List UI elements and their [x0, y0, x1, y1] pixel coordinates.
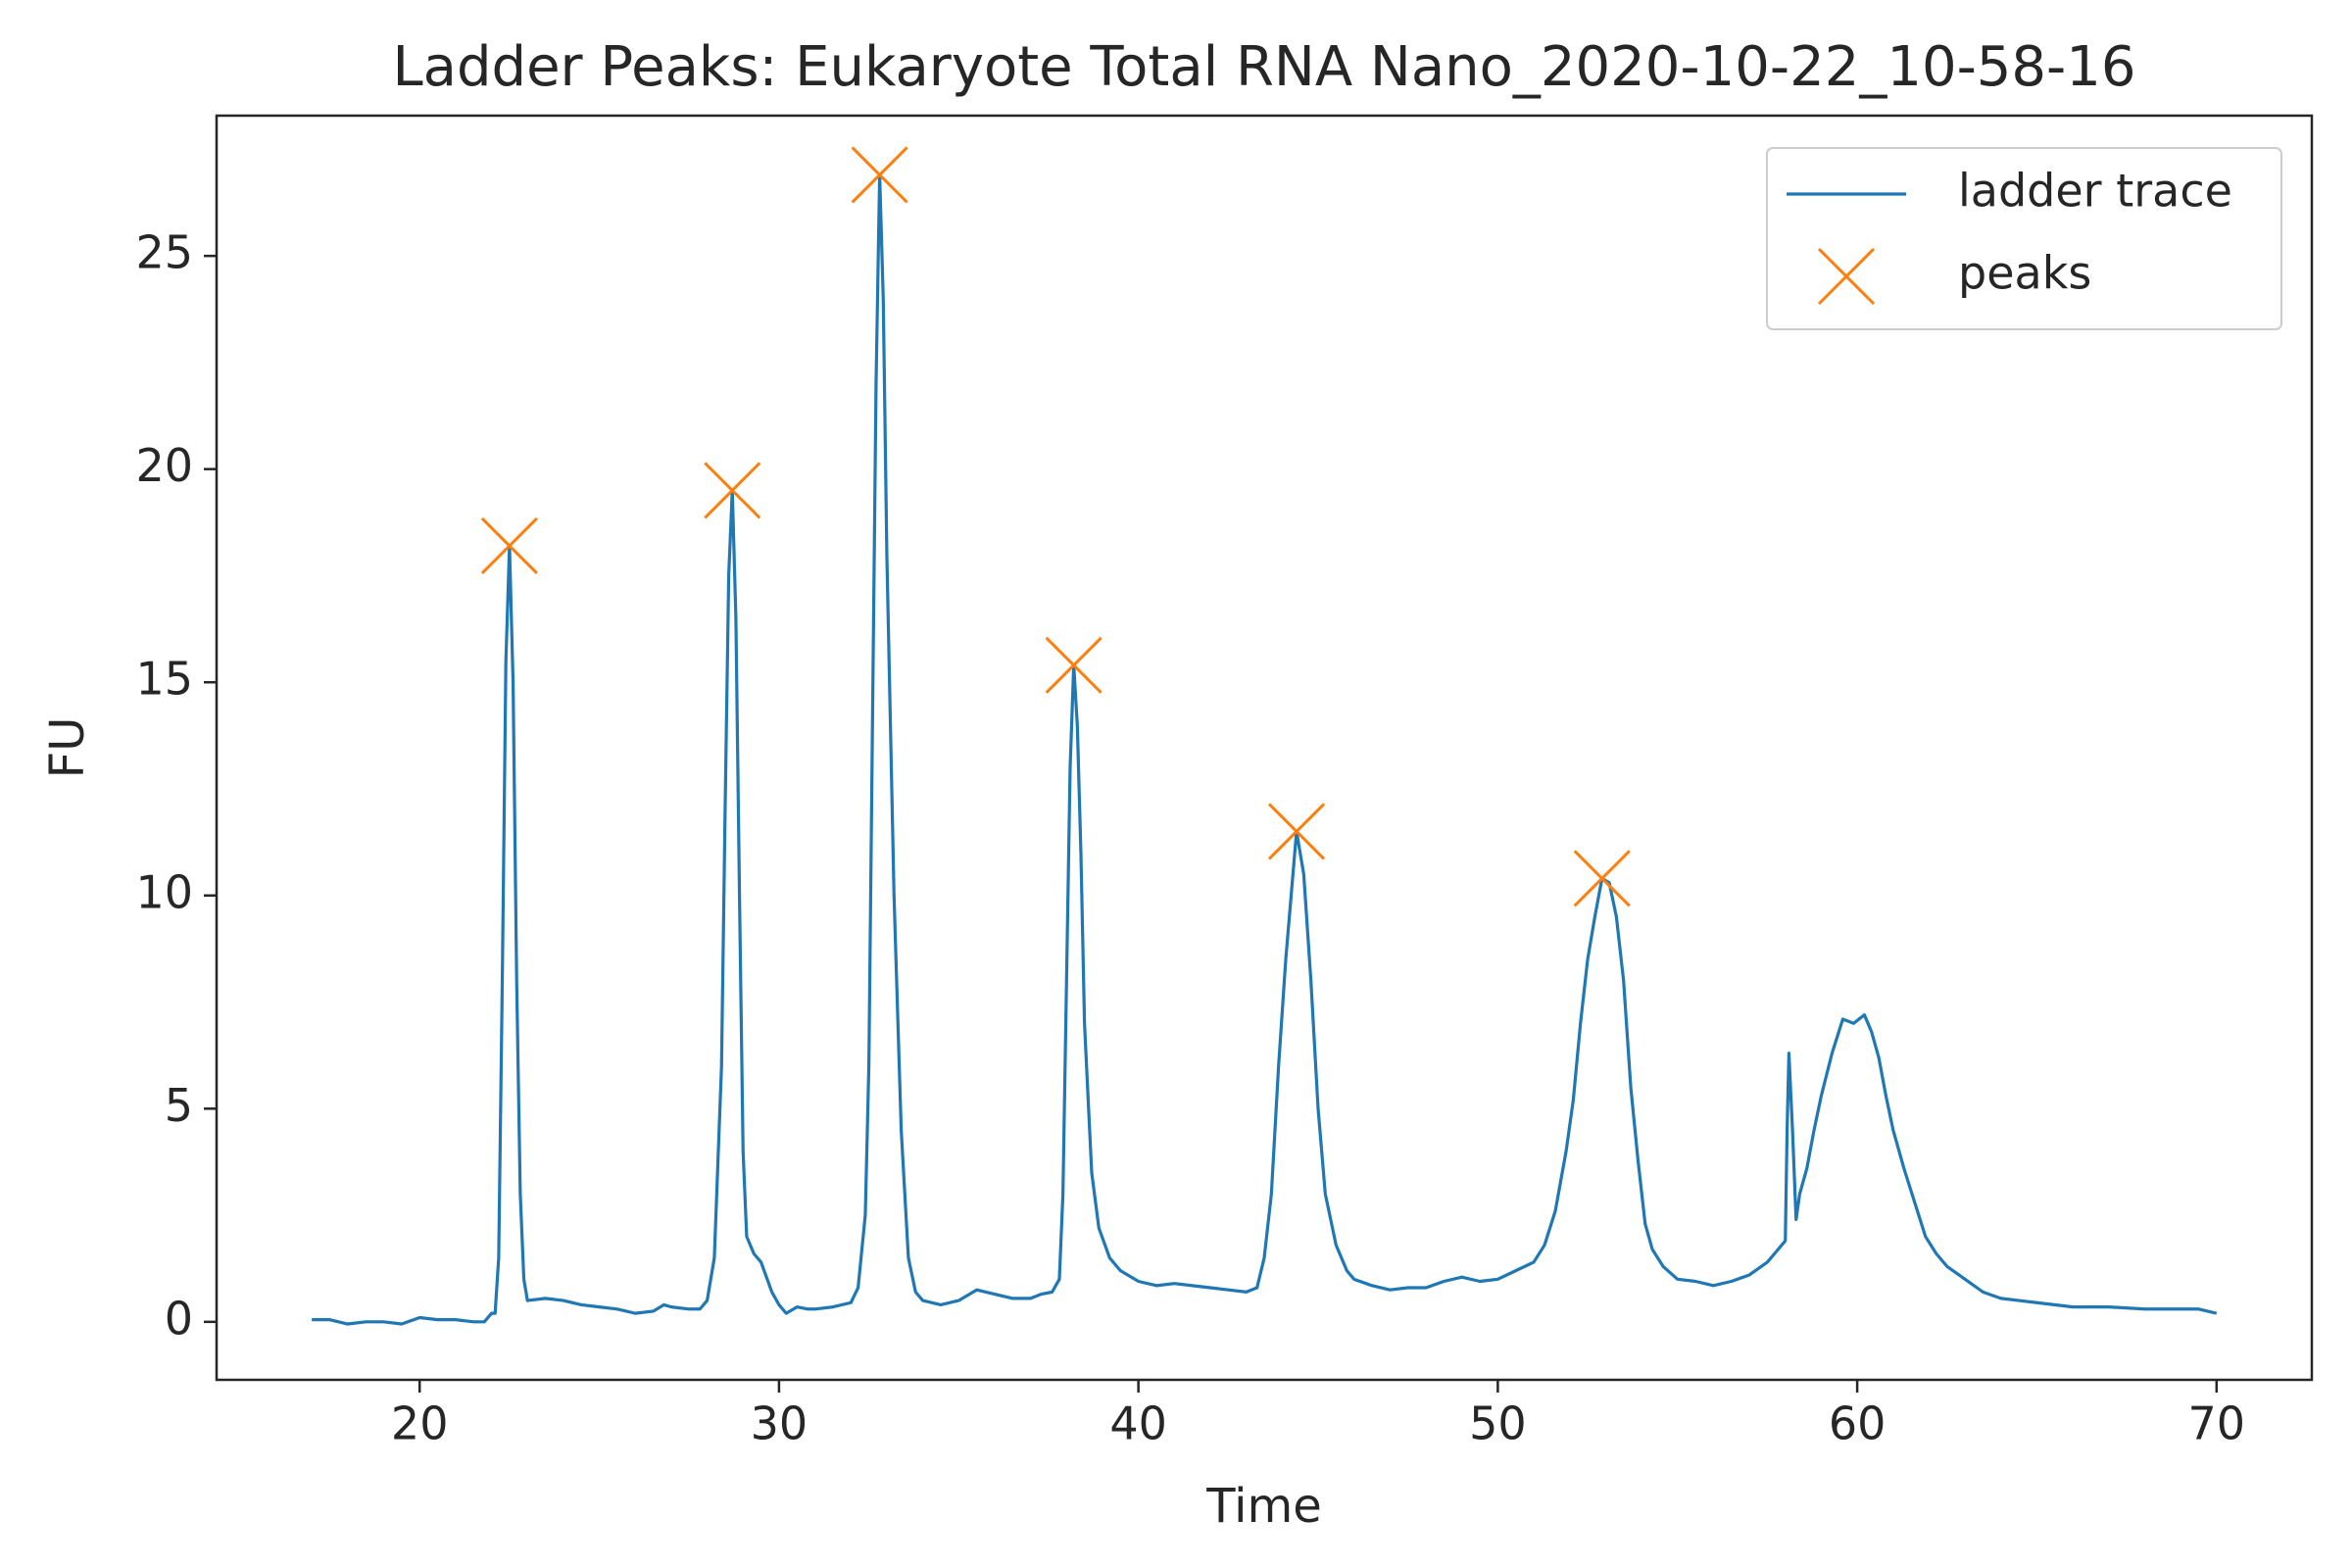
x-axis-label: Time	[1205, 1479, 1321, 1534]
peak-marker	[851, 146, 908, 204]
chart-title: Ladder Peaks: Eukaryote Total RNA Nano_2…	[392, 35, 2135, 99]
legend-swatch	[1817, 247, 1876, 306]
peak-marker	[704, 462, 761, 519]
peak-marker	[1045, 636, 1102, 694]
legend-label: peaks	[1958, 247, 2091, 300]
y-tick-label: 5	[165, 1079, 193, 1132]
plot-frame	[215, 114, 2314, 1382]
x-tick-label: 20	[391, 1397, 449, 1450]
peak-marker	[480, 516, 538, 575]
y-tick-label: 15	[135, 653, 193, 706]
x-tick-label: 30	[751, 1397, 808, 1450]
peak-marker	[1267, 803, 1326, 860]
y-tick-label: 0	[165, 1292, 193, 1345]
y-tick-label: 25	[135, 226, 193, 279]
x-tick-label: 60	[1829, 1397, 1886, 1450]
x-tick-label: 70	[2188, 1397, 2246, 1450]
x-tick-label: 40	[1109, 1397, 1167, 1450]
y-tick-label: 20	[135, 439, 193, 492]
line-series	[312, 172, 2218, 1326]
legend-label: ladder trace	[1958, 165, 2232, 218]
y-tick-label: 10	[135, 865, 193, 918]
peak-marker	[1573, 850, 1631, 907]
x-tick-label: 50	[1469, 1397, 1527, 1450]
y-axis-label: FU	[40, 717, 95, 779]
